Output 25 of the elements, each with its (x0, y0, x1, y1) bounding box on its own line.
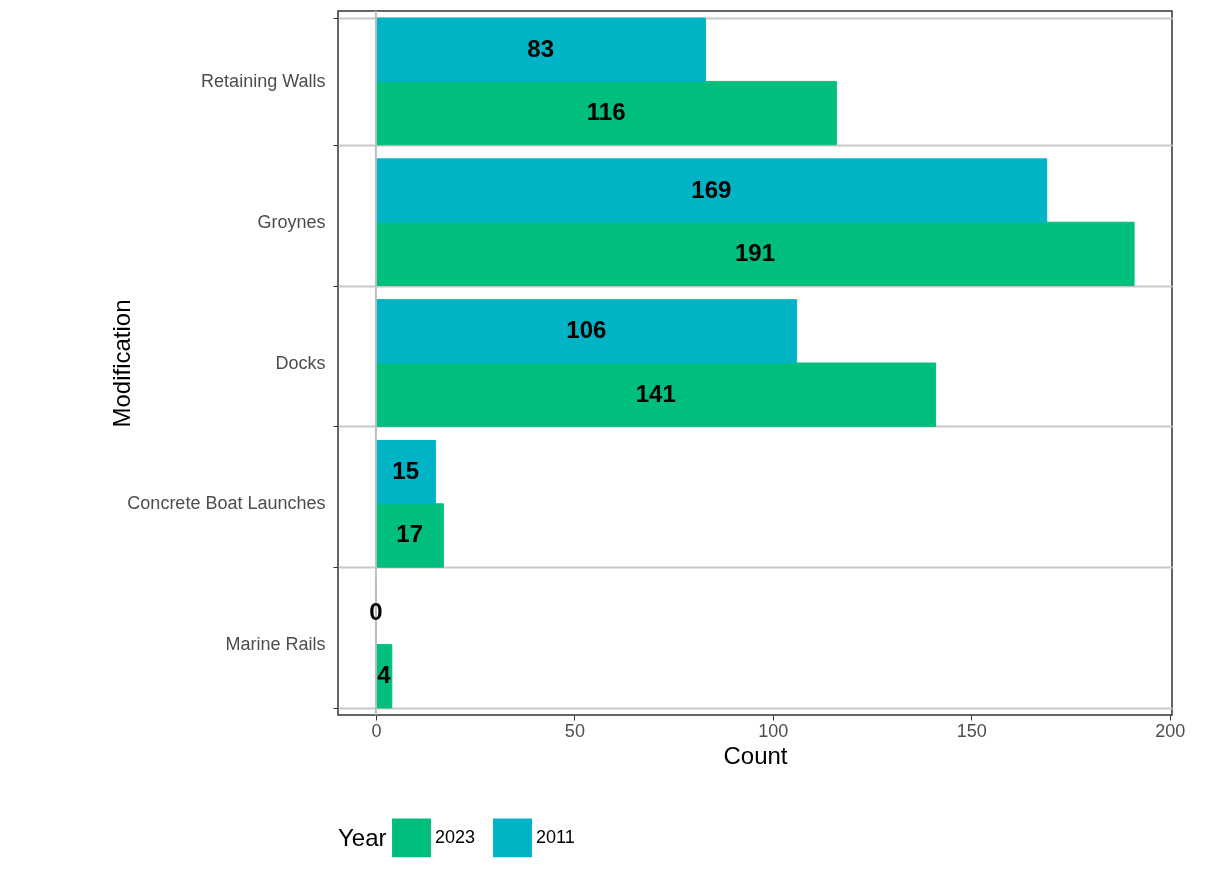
x-tick-label: 200 (1155, 720, 1186, 741)
legend-label: 2023 (435, 826, 476, 847)
legend-title: Year (338, 824, 387, 851)
data-label: 141 (635, 379, 676, 407)
legend-label: 2011 (536, 826, 575, 847)
data-label: 106 (566, 316, 607, 344)
data-label: 15 (392, 457, 420, 485)
y-tick-label: Groynes (257, 211, 326, 232)
data-label: 4 (377, 661, 392, 689)
x-tick-label: 100 (758, 720, 789, 741)
data-label: 116 (586, 98, 626, 126)
data-label: 191 (734, 238, 776, 266)
y-tick-label: Concrete Boat Launches (127, 493, 326, 514)
data-label: 169 (691, 175, 732, 203)
x-axis-title: Count (723, 741, 788, 769)
x-tick-label: 50 (564, 720, 585, 741)
x-tick-label: 0 (371, 720, 382, 741)
y-axis-title: Modification (107, 299, 135, 428)
data-label: 0 (369, 597, 383, 625)
y-tick-label: Docks (275, 352, 326, 373)
data-label: 83 (527, 34, 554, 62)
data-label: 17 (396, 520, 423, 548)
x-tick-label: 150 (956, 720, 987, 741)
y-tick-label: Marine Rails (225, 634, 326, 655)
y-tick-label: Retaining Walls (201, 70, 326, 91)
